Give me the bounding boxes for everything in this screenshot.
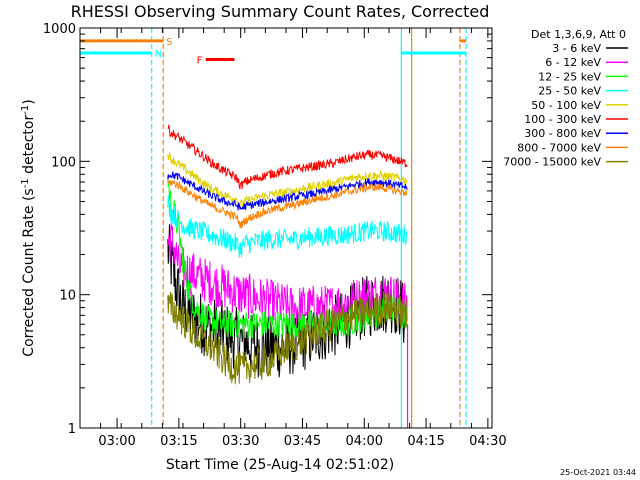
- series-line: [167, 195, 408, 258]
- series-line: [167, 291, 408, 385]
- y-tick-label: 100: [51, 155, 76, 170]
- x-tick-label: 04:00: [346, 434, 383, 449]
- series-line: [167, 124, 408, 190]
- y-axis-label-part: detector: [21, 115, 37, 179]
- y-axis-label-part: ): [21, 99, 37, 104]
- y-axis-label: Corrected Count Rate (s-1 detector-1): [20, 99, 37, 356]
- legend-entry-label: 25 - 50 keV: [538, 85, 601, 98]
- x-tick-label: 03:45: [284, 434, 321, 449]
- legend-entry-label: 6 - 12 keV: [545, 56, 601, 69]
- y-tick-label: 1: [68, 422, 76, 437]
- axis-layer: 1 10 100 1000 03:00 03:15 03:30 03:45 04:00 04:15…: [43, 22, 507, 449]
- y-axis-label-exponent: -1: [20, 178, 31, 188]
- flare-flag-label: F: [197, 56, 203, 67]
- x-axis-label: Start Time (25-Aug-14 02:51:02): [166, 457, 394, 473]
- legend-entry-label: 100 - 300 keV: [524, 113, 601, 126]
- series-line: [167, 223, 408, 330]
- legend-header: Det 1,3,6,9, Att 0: [531, 28, 626, 41]
- chart-title: RHESSI Observing Summary Count Rates, Co…: [71, 2, 490, 21]
- saa-flag-label: S: [166, 37, 172, 48]
- plot-layer: SN F: [80, 28, 467, 428]
- y-axis-label-part: Corrected Count Rate (s: [21, 188, 37, 356]
- x-tick-label: 03:00: [98, 434, 135, 449]
- y-tick-label: 10: [59, 289, 76, 304]
- night-flag-label: N: [155, 49, 162, 60]
- legend-entry-label: 12 - 25 keV: [538, 70, 601, 83]
- series-line: [167, 152, 408, 207]
- y-tick-label: 1000: [43, 22, 76, 37]
- series-line: [167, 171, 408, 211]
- legend-entry-label: 50 - 100 keV: [531, 99, 601, 112]
- x-tick-label: 03:15: [160, 434, 197, 449]
- legend-entry-label: 800 - 7000 keV: [517, 141, 601, 154]
- x-tick-label: 04:15: [407, 434, 444, 449]
- plot-frame: [79, 27, 493, 429]
- legend-entry-label: 7000 - 15000 keV: [503, 156, 601, 169]
- x-tick-label: 03:30: [222, 434, 259, 449]
- footer-timestamp: 25-Oct-2021 03:44: [560, 468, 636, 477]
- legend-entry-label: 3 - 6 keV: [552, 42, 601, 55]
- legend-entry-label: 300 - 800 keV: [524, 127, 601, 140]
- x-tick-label: 04:30: [469, 434, 506, 449]
- series-line: [167, 179, 408, 229]
- y-axis-label-exponent: -1: [20, 105, 31, 115]
